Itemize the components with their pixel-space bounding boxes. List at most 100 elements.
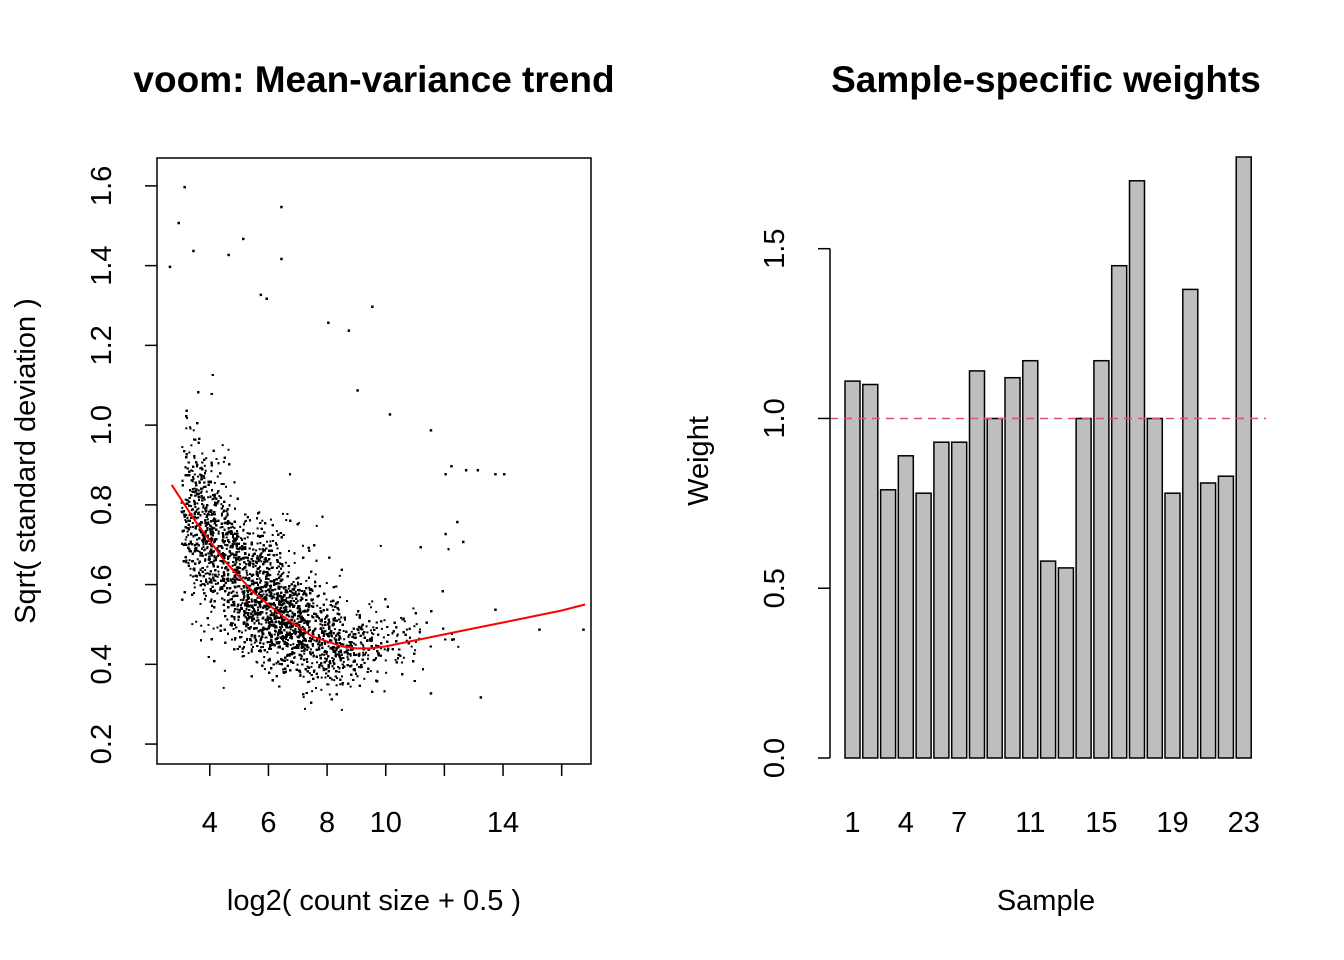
scatter-point [340,616,343,619]
scatter-point [298,607,301,610]
scatter-point [185,561,188,564]
scatter-point [184,498,187,501]
scatter-point [340,651,343,653]
scatter-point [325,657,328,660]
scatter-point [303,622,306,625]
scatter-point [275,614,278,617]
scatter-point [214,513,216,516]
scatter-point [201,510,204,513]
scatter-point [210,529,213,532]
scatter-title: voom: Mean-variance trend [133,59,614,100]
scatter-point [339,620,342,623]
scatter-point [273,633,276,636]
scatter-point [332,609,335,611]
scatter-point [260,623,263,626]
scatter-point [191,623,194,626]
scatter-point [233,527,236,529]
scatter-point [299,671,302,674]
scatter-point [225,536,228,539]
scatter-point [198,480,201,483]
scatter-point [246,536,249,539]
scatter-point [346,656,349,659]
scatter-point [220,503,223,506]
scatter-point [198,562,201,565]
scatter-point [184,538,187,541]
scatter-point [289,628,292,631]
scatter-point [211,539,214,542]
scatter-point [312,671,315,673]
scatter-point [263,668,266,671]
scatter-point [193,473,196,476]
scatter-point [306,646,309,649]
scatter-point [189,567,192,570]
scatter-point [297,628,300,631]
scatter-point [338,635,341,638]
scatter-point [246,586,249,589]
scatter-point [285,610,288,613]
scatter-point [191,526,194,528]
scatter-point [273,593,276,596]
scatter-point [181,446,184,448]
scatter-point [196,502,199,505]
scatter-point [248,628,251,630]
scatter-point [311,662,314,665]
scatter-point [315,613,318,616]
scatter-point [311,638,313,641]
scatter-point [305,579,308,582]
scatter-point [231,622,234,625]
scatter-point [335,684,338,687]
scatter-point [271,534,274,536]
scatter-point [321,643,324,646]
scatter-point [320,676,323,679]
scatter-point [262,550,265,553]
scatter-point [279,627,282,630]
scatter-point [298,633,301,635]
scatter-point [210,610,213,613]
scatter-point [298,643,301,645]
scatter-point [222,483,225,485]
scatter-point [276,651,279,654]
scatter-point [269,621,272,624]
scatter-point [258,635,261,638]
scatter-point [200,624,203,627]
scatter-point [287,587,290,590]
scatter-point [259,628,262,631]
scatter-point [303,637,305,640]
scatter-point [261,519,264,522]
scatter-point [333,637,336,640]
scatter-point [322,627,325,630]
scatter-point [193,586,196,589]
scatter-point [363,661,366,664]
scatter-point [228,555,231,558]
scatter-point [199,554,202,557]
scatter-point [227,572,230,575]
scatter-point [259,612,262,615]
scatter-point [237,535,240,538]
scatter-point [281,626,284,629]
scatter-point [278,601,280,604]
scatter-point [203,513,206,515]
scatter-point [242,557,245,560]
scatter-point [211,573,214,576]
scatter-point [346,651,349,654]
scatter-point [226,618,229,621]
scatter-point [208,562,211,565]
scatter-point [190,469,193,472]
scatter-point [286,589,288,592]
scatter-point [363,677,366,680]
scatter-point [310,665,313,668]
scatter-point [279,632,282,635]
scatter-point [238,547,240,550]
scatter-point [301,626,304,628]
scatter-point [315,687,317,689]
scatter-point [358,652,361,655]
scatter-point [200,466,203,469]
scatter-point [275,642,278,645]
scatter-point [185,427,188,430]
scatter-point [269,574,272,577]
scatter-point [353,637,356,640]
scatter-point [370,606,372,609]
scatter-point [288,550,290,552]
scatter-point [217,573,220,576]
